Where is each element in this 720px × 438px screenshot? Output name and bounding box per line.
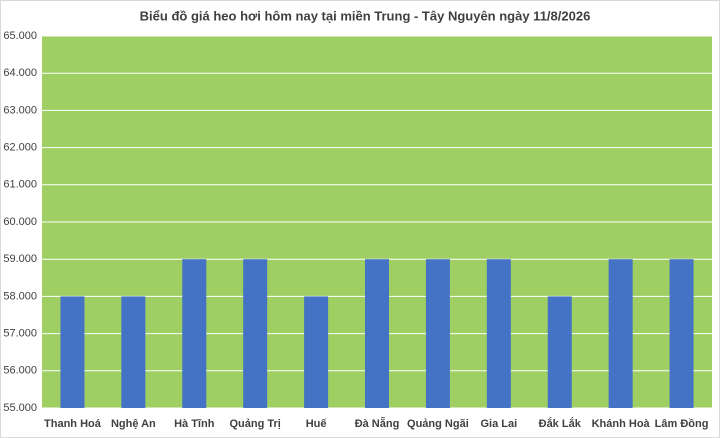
y-tick-label: 64.000 — [3, 67, 37, 79]
bar — [182, 259, 207, 408]
bar — [243, 259, 268, 408]
y-tick-label: 58.000 — [3, 290, 37, 302]
bar — [60, 296, 85, 408]
y-tick-label: 61.000 — [3, 179, 37, 191]
x-tick-label: Khánh Hoà — [592, 418, 651, 430]
x-tick-label: Hà Tĩnh — [174, 418, 215, 430]
bar — [425, 259, 450, 408]
y-tick-label: 56.000 — [3, 365, 37, 377]
bar — [547, 296, 572, 408]
bar — [121, 296, 146, 408]
x-tick-label: Nghệ An — [111, 418, 156, 430]
bar — [486, 259, 511, 408]
bar — [608, 259, 633, 408]
bar — [669, 259, 694, 408]
bar — [365, 259, 389, 408]
x-tick-label: Thanh Hoá — [44, 418, 102, 430]
y-tick-label: 63.000 — [3, 104, 37, 116]
x-tick-label: Quảng Ngãi — [407, 418, 469, 430]
x-tick-label: Huế — [306, 418, 328, 430]
y-tick-label: 59.000 — [3, 253, 37, 265]
x-tick-label: Đà Nẵng — [355, 417, 400, 430]
x-tick-label: Đắk Lắk — [539, 417, 582, 430]
x-tick-label: Gia Lai — [480, 418, 517, 430]
y-tick-label: 57.000 — [3, 328, 37, 340]
y-tick-label: 60.000 — [3, 216, 37, 228]
x-tick-label: Quảng Trị — [230, 418, 281, 430]
bar — [304, 296, 329, 408]
x-tick-label: Lâm Đồng — [655, 418, 709, 430]
y-tick-label: 65.000 — [3, 30, 37, 42]
chart-title: Biểu đồ giá heo hơi hôm nay tại miền Tru… — [140, 8, 591, 23]
y-tick-label: 62.000 — [3, 142, 37, 154]
y-tick-label: 55.000 — [3, 402, 37, 414]
